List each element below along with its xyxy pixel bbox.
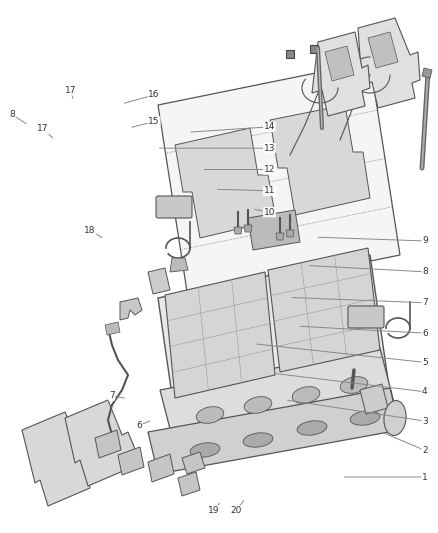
Polygon shape bbox=[248, 210, 300, 250]
Polygon shape bbox=[22, 412, 95, 506]
Text: 20: 20 bbox=[231, 506, 242, 515]
Text: 10: 10 bbox=[264, 208, 275, 216]
Polygon shape bbox=[170, 258, 188, 272]
Ellipse shape bbox=[196, 407, 224, 423]
Ellipse shape bbox=[190, 443, 220, 457]
Text: 9: 9 bbox=[422, 237, 428, 245]
Ellipse shape bbox=[243, 433, 273, 447]
Text: 4: 4 bbox=[422, 387, 427, 396]
Ellipse shape bbox=[350, 411, 380, 425]
Text: 8: 8 bbox=[422, 268, 428, 276]
Text: 6: 6 bbox=[136, 421, 142, 430]
Polygon shape bbox=[312, 32, 370, 116]
Text: 7: 7 bbox=[109, 391, 115, 400]
FancyBboxPatch shape bbox=[348, 306, 384, 328]
Polygon shape bbox=[182, 452, 205, 474]
Polygon shape bbox=[360, 384, 388, 414]
Ellipse shape bbox=[292, 386, 320, 403]
Polygon shape bbox=[358, 18, 420, 108]
Text: 17: 17 bbox=[37, 125, 49, 133]
Polygon shape bbox=[105, 322, 120, 335]
Text: 17: 17 bbox=[65, 86, 77, 95]
Ellipse shape bbox=[244, 397, 272, 414]
Polygon shape bbox=[95, 430, 121, 458]
Text: 15: 15 bbox=[148, 117, 160, 126]
Polygon shape bbox=[158, 255, 388, 423]
Text: 2: 2 bbox=[422, 446, 427, 455]
Text: 3: 3 bbox=[422, 417, 428, 425]
Polygon shape bbox=[178, 472, 200, 496]
Polygon shape bbox=[120, 298, 142, 320]
Text: 16: 16 bbox=[148, 91, 160, 99]
Polygon shape bbox=[158, 62, 400, 298]
Text: 8: 8 bbox=[9, 110, 15, 119]
Polygon shape bbox=[244, 225, 252, 232]
Polygon shape bbox=[368, 32, 398, 68]
Polygon shape bbox=[422, 68, 432, 78]
Polygon shape bbox=[234, 227, 242, 234]
Ellipse shape bbox=[297, 421, 327, 435]
Text: 5: 5 bbox=[422, 358, 428, 367]
Bar bbox=[310, 45, 318, 53]
Text: 6: 6 bbox=[422, 329, 428, 337]
Polygon shape bbox=[148, 388, 400, 474]
Polygon shape bbox=[325, 46, 354, 81]
Polygon shape bbox=[270, 105, 370, 215]
Polygon shape bbox=[118, 447, 144, 475]
Text: 19: 19 bbox=[208, 506, 219, 515]
Polygon shape bbox=[148, 454, 174, 482]
Text: 14: 14 bbox=[264, 123, 275, 131]
Text: 18: 18 bbox=[84, 226, 95, 235]
Polygon shape bbox=[268, 248, 380, 372]
Polygon shape bbox=[276, 233, 284, 240]
FancyBboxPatch shape bbox=[156, 196, 192, 218]
Ellipse shape bbox=[340, 377, 368, 393]
Polygon shape bbox=[165, 272, 275, 398]
Ellipse shape bbox=[384, 400, 406, 435]
Text: 13: 13 bbox=[264, 144, 275, 152]
Text: 11: 11 bbox=[264, 187, 275, 195]
Bar bbox=[286, 50, 294, 58]
Text: 1: 1 bbox=[422, 473, 428, 481]
Polygon shape bbox=[65, 400, 135, 486]
Polygon shape bbox=[160, 348, 398, 460]
Polygon shape bbox=[175, 128, 276, 238]
Polygon shape bbox=[148, 268, 170, 294]
Polygon shape bbox=[286, 230, 294, 237]
Text: 7: 7 bbox=[422, 298, 428, 307]
Text: 12: 12 bbox=[264, 165, 275, 174]
